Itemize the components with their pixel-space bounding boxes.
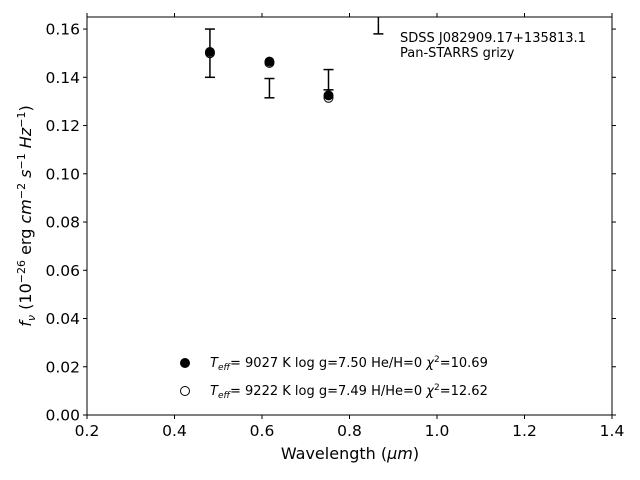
observed-error-bar [323,68,334,91]
y-tick-label: 0.08 [45,214,80,232]
y-tick-label: 0.14 [45,69,80,87]
observed-error-bar [373,17,384,35]
annotation-object-name: SDSS J082909.17+135813.1 [400,31,586,46]
x-tick-label: 0.2 [75,422,100,440]
x-axis-label: Wavelength (μm) [281,444,419,463]
model-point-he-h [264,56,275,67]
y-axis-ticks: 0.00 0.02 0.04 0.06 0.08 0.10 0.12 0.14 0.16 [45,21,616,425]
y-tick-label: 0.04 [45,310,80,328]
legend-label-he-h: Teff= 9027 K log g=7.50 He/H=0 χ2=10.69 [210,355,488,373]
legend-marker-filled [180,358,190,368]
x-tick-label: 1.2 [512,422,537,440]
annotation-survey: Pan-STARRS grizy [400,46,515,61]
model-point-he-h [323,90,334,101]
data-layer [204,17,384,103]
x-axis-ticks: 0.2 0.4 0.6 0.8 1.0 1.2 1.4 [75,13,625,440]
y-tick-label: 0.06 [45,262,80,280]
model-point-he-h [204,46,215,57]
legend: Teff= 9027 K log g=7.50 He/H=0 χ2=10.69 … [180,355,488,401]
x-tick-label: 1.4 [600,422,625,440]
legend-marker-open [180,386,190,396]
y-axis-label: fν (10−26 erg cm−2 s−1 Hz−1) [15,105,38,326]
y-tick-label: 0.02 [45,358,80,376]
y-tick-label: 0.16 [45,21,80,39]
y-tick-label: 0.00 [45,407,80,425]
x-tick-label: 0.6 [250,422,275,440]
y-tick-label: 0.12 [45,117,80,135]
observed-error-bar [264,77,275,99]
x-tick-label: 1.0 [425,422,450,440]
x-tick-label: 0.4 [162,422,187,440]
x-tick-label: 0.8 [337,422,362,440]
legend-label-h-he: Teff= 9222 K log g=7.49 H/He=0 χ2=12.62 [210,383,488,401]
y-tick-label: 0.10 [45,165,80,183]
